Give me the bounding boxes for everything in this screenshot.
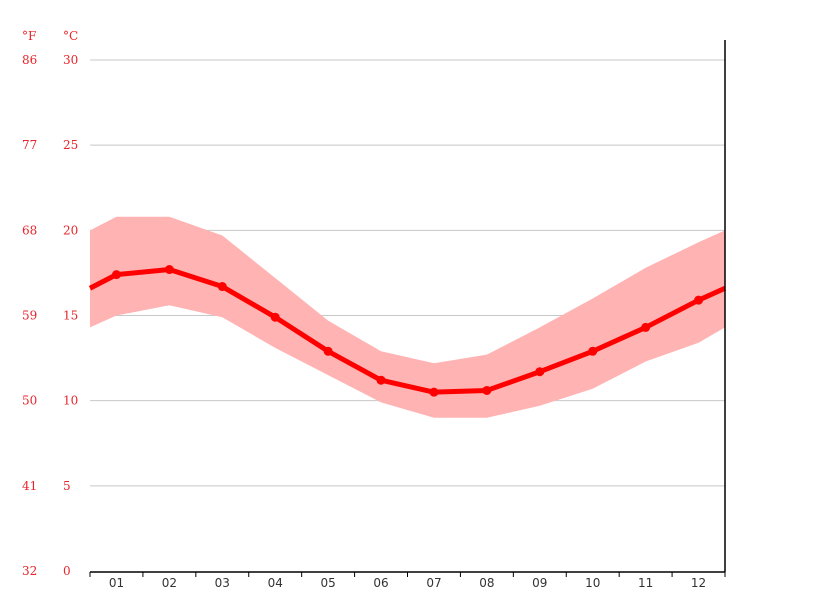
fahrenheit-tick-label: 77 [22,138,37,152]
fahrenheit-tick-label: 32 [22,564,37,578]
month-label: 05 [320,576,335,590]
celsius-tick-label: 5 [63,479,71,493]
fahrenheit-tick-label: 86 [22,53,37,67]
data-point [164,265,174,275]
month-label: 04 [268,576,283,590]
data-point [376,375,386,385]
month-label: 02 [162,576,177,590]
fahrenheit-tick-label: 41 [22,479,37,493]
data-point [217,282,227,292]
celsius-tick-label: 15 [63,309,78,323]
celsius-tick-label: 10 [63,394,78,408]
data-point [482,385,492,395]
month-label: 10 [585,576,600,590]
fahrenheit-tick-label: 50 [22,394,37,408]
data-point [429,387,439,397]
month-label: 07 [426,576,441,590]
data-point [535,367,545,377]
celsius-unit-label: °C [63,29,78,43]
average-temperature-line [88,267,727,395]
fahrenheit-tick-label: 68 [22,223,37,237]
data-point [270,312,280,322]
month-label: 09 [532,576,547,590]
x-axis-ticks: 01 02 03 04 05 06 07 08 09 10 11 12 [89,572,726,590]
month-label: 08 [479,576,494,590]
min-max-range-band [90,216,725,418]
data-points [111,265,704,397]
fahrenheit-unit-label: °F [22,29,36,43]
y-axis-labels: °F °C 32 0 41 5 50 10 59 15 68 20 77 25 86 30 [22,29,78,578]
fahrenheit-tick-label: 59 [22,309,37,323]
celsius-tick-label: 30 [63,53,78,67]
month-label: 01 [109,576,124,590]
month-label: 03 [215,576,230,590]
celsius-tick-label: 0 [63,564,71,578]
data-point [588,346,598,356]
data-point [641,322,651,332]
data-point [111,270,121,280]
data-point [323,346,333,356]
celsius-tick-label: 25 [63,138,78,152]
month-label: 11 [638,576,653,590]
month-label: 06 [373,576,388,590]
month-label: 12 [691,576,706,590]
celsius-tick-label: 20 [63,223,78,237]
data-point [694,295,704,305]
